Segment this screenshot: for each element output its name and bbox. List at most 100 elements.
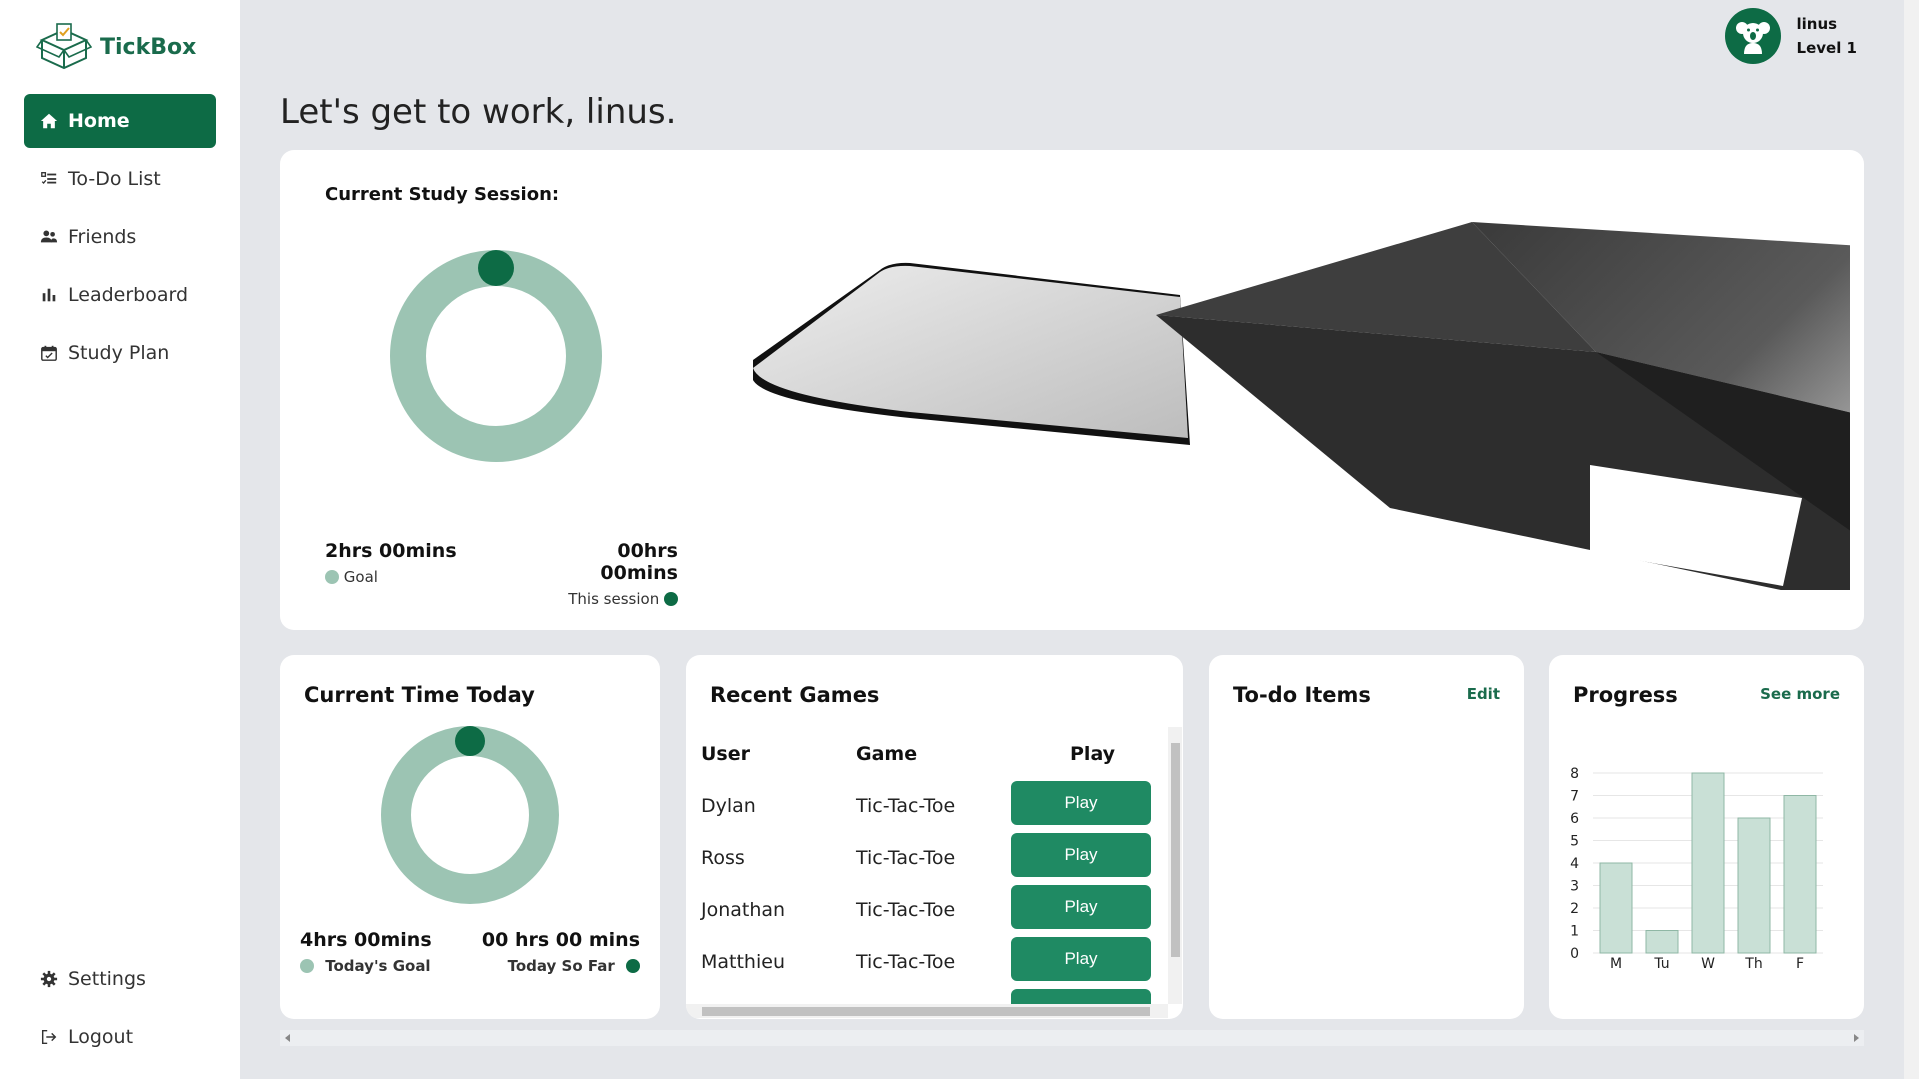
chart-bar: [1691, 772, 1725, 954]
play-button-partial[interactable]: [1011, 989, 1151, 1004]
sidebar-item-settings[interactable]: Settings: [24, 952, 216, 1006]
sidebar-item-friends[interactable]: Friends: [24, 210, 216, 264]
sidebar-item-logout[interactable]: Logout: [24, 1010, 216, 1064]
session-current-label: This session: [568, 590, 660, 608]
page-title: Let's get to work, linus.: [280, 92, 677, 132]
chart-x-tick-label: W: [1701, 956, 1715, 972]
time-today-card: Current Time Today 4hrs 00mins Today's G…: [280, 655, 660, 1019]
session-legend-dot: [664, 592, 678, 606]
bar-chart-icon: [42, 288, 56, 302]
box-side: [1596, 352, 1850, 531]
session-goal-stat: 2hrs 00mins Goal: [325, 540, 457, 586]
sidebar-item-leaderboard[interactable]: Leaderboard: [24, 268, 216, 322]
chart-bar: [1645, 930, 1679, 954]
chart-y-tick-label: 3: [1570, 879, 1579, 895]
chart-y-tick-label: 0: [1570, 946, 1579, 962]
col-header-user: User: [701, 743, 750, 765]
chart-x-tick-label: Th: [1744, 956, 1762, 972]
chart-y-tick-label: 4: [1570, 856, 1579, 872]
game-row-game: Tic-Tac-Toe: [856, 899, 956, 921]
game-row-user: Ross: [701, 847, 745, 869]
sidebar-item-study-plan[interactable]: Study Plan: [24, 326, 216, 380]
chart-y-tick-label: 2: [1570, 901, 1579, 917]
chart-bar: [1783, 795, 1817, 954]
games-horizontal-scrollbar[interactable]: [686, 1004, 1168, 1018]
chart-x-tick-label: M: [1610, 956, 1622, 972]
session-title: Current Study Session:: [325, 184, 560, 205]
user-level: Level 1: [1796, 39, 1857, 57]
chart-y-tick-label: 7: [1570, 789, 1579, 805]
play-button[interactable]: Play: [1011, 937, 1151, 981]
chart-bar: [1737, 817, 1771, 954]
progress-card: Progress See more 0 1 2 3 4 5 6 7 8 M Tu W Th F: [1549, 655, 1864, 1019]
gear-icon: [40, 970, 58, 988]
session-goal-value: 2hrs 00mins: [325, 540, 457, 562]
games-vertical-scroll-thumb[interactable]: [1171, 743, 1180, 957]
box-top: [1472, 222, 1850, 413]
games-horizontal-scroll-thumb[interactable]: [702, 1007, 1150, 1016]
koala-avatar-icon: [1735, 22, 1770, 54]
today-goal-label: Today's Goal: [325, 957, 431, 975]
progress-see-more-link[interactable]: See more: [1760, 685, 1840, 703]
logout-icon: [41, 1029, 57, 1045]
today-sofar-value: 00 hrs 00 mins: [481, 929, 640, 951]
page-horizontal-scrollbar[interactable]: [280, 1030, 1864, 1046]
app-name: TickBox: [100, 34, 197, 60]
goal-legend-dot: [325, 570, 339, 584]
sidebar-item-label: Logout: [68, 1026, 134, 1048]
sidebar-item-label: Friends: [68, 226, 137, 248]
page-vertical-scrollbar[interactable]: [1904, 0, 1919, 1079]
scroll-left-arrow-icon[interactable]: [284, 1034, 292, 1042]
scroll-right-arrow-icon[interactable]: [1852, 1034, 1860, 1042]
today-ring-track: [381, 726, 559, 904]
game-row-user: Matthieu: [701, 951, 785, 973]
user-profile[interactable]: linus Level 1: [1724, 8, 1857, 64]
today-progress-ring: [381, 726, 559, 904]
session-current-value: 00hrs 00mins: [600, 540, 678, 584]
session-current-stat: 00hrs 00mins This session: [550, 540, 678, 608]
col-header-play: Play: [1070, 743, 1116, 765]
sidebar-item-label: Leaderboard: [68, 284, 189, 306]
today-sofar-legend-dot: [626, 959, 640, 973]
checklist-icon: [41, 172, 57, 185]
user-name: linus: [1796, 15, 1838, 33]
play-button[interactable]: Play: [1011, 885, 1151, 929]
app-logo[interactable]: TickBox: [36, 22, 196, 72]
tickbox-3d-scene[interactable]: [750, 200, 1850, 590]
user-meta: linus Level 1: [1797, 12, 1857, 60]
play-button[interactable]: Play: [1011, 781, 1151, 825]
todo-edit-link[interactable]: Edit: [1466, 685, 1500, 703]
avatar[interactable]: [1724, 8, 1781, 64]
today-goal-value: 4hrs 00mins: [300, 929, 432, 951]
game-row-game: Tic-Tac-Toe: [856, 795, 956, 817]
games-vertical-scrollbar[interactable]: [1168, 727, 1182, 1004]
col-header-game: Game: [856, 743, 918, 765]
today-goal-stat: 4hrs 00mins Today's Goal: [300, 929, 432, 975]
users-icon: [40, 230, 58, 243]
todo-items-title: To-do Items: [1233, 683, 1371, 707]
chart-y-tick-label: 5: [1570, 834, 1579, 850]
chart-y-tick-label: 1: [1570, 924, 1579, 940]
chart-y-tick-label: 6: [1570, 811, 1579, 827]
chart-y-tick-label: 8: [1570, 766, 1579, 782]
recent-games-title: Recent Games: [710, 683, 880, 707]
box-window: [1590, 465, 1802, 586]
sidebar: TickBox Home To-Do List Friends: [0, 0, 240, 1079]
chart-x-tick-label: Tu: [1653, 956, 1669, 972]
session-goal-label: Goal: [343, 568, 378, 586]
game-row-game: Tic-Tac-Toe: [856, 951, 956, 973]
sidebar-item-label: Study Plan: [68, 342, 170, 364]
today-sofar-label: Today So Far: [507, 957, 615, 975]
sidebar-item-home[interactable]: Home: [24, 94, 216, 148]
recent-games-table: User Game Play Dylan Tic-Tac-Toe Play Ro…: [686, 727, 1168, 1004]
game-row-game: Tic-Tac-Toe: [856, 847, 956, 869]
sidebar-item-label: Settings: [68, 968, 146, 990]
box-top-left: [1156, 222, 1596, 352]
progress-title: Progress: [1573, 683, 1678, 707]
game-row-user: Dylan: [701, 795, 756, 817]
calendar-icon: [41, 345, 57, 361]
chart-x-tick-label: F: [1796, 956, 1804, 972]
sidebar-nav: Home To-Do List Friends Leaderboard: [24, 94, 216, 384]
sidebar-item-todo-list[interactable]: To-Do List: [24, 152, 216, 206]
play-button[interactable]: Play: [1011, 833, 1151, 877]
